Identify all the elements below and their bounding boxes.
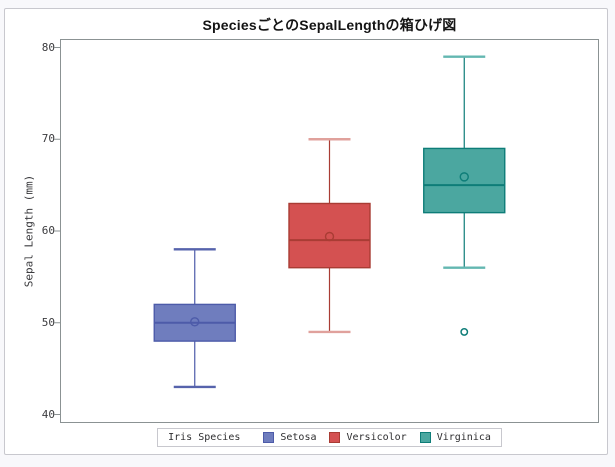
y-tick-label: 50 [41, 315, 55, 329]
mean-marker [459, 172, 469, 182]
chart-figure: SpeciesごとのSepalLengthの箱ひげ図 Sepal Length … [4, 8, 608, 455]
plot-border [60, 39, 599, 423]
legend-title: Iris Species [168, 432, 241, 443]
box-setosa [153, 248, 236, 389]
legend-entry-setosa: Setosa [263, 432, 316, 443]
outlier-marker [460, 327, 469, 336]
legend-row: Iris Species Setosa Versicolor Virginica [60, 428, 599, 447]
iqr-box [423, 147, 506, 214]
legend-label: Versicolor [346, 432, 407, 443]
legend-entry-versicolor: Versicolor [329, 432, 407, 443]
legend-entry-virginica: Virginica [419, 432, 491, 443]
legend-entries: Setosa Versicolor Virginica [263, 432, 491, 443]
boxplot-canvas [54, 39, 599, 423]
legend: Iris Species Setosa Versicolor Virginica [157, 428, 502, 447]
legend-swatch-setosa [263, 432, 275, 443]
y-tick-label: 70 [41, 132, 55, 146]
legend-swatch-versicolor [329, 432, 341, 443]
y-tick-label: 40 [41, 407, 55, 421]
box-virginica [423, 55, 506, 336]
legend-label: Virginica [436, 432, 491, 443]
y-tick-label: 60 [41, 224, 55, 237]
chart-title: SpeciesごとのSepalLengthの箱ひげ図 [202, 17, 457, 33]
mean-marker [324, 231, 335, 242]
mean-marker [190, 317, 200, 327]
legend-label: Setosa [280, 432, 317, 443]
iqr-box [288, 202, 371, 269]
y-tick-label: 80 [41, 40, 55, 54]
box-versicolor [288, 138, 371, 334]
legend-swatch-virginica [419, 432, 431, 443]
